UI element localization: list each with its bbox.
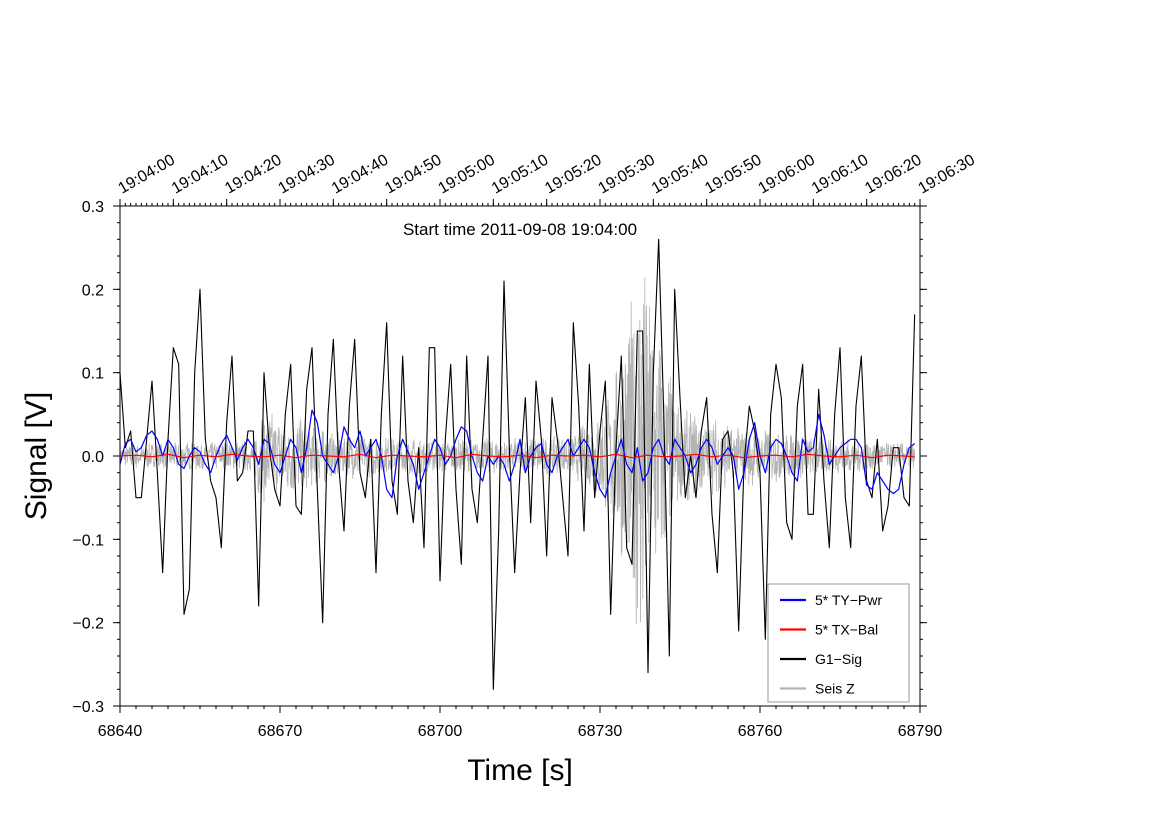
x-tick-label: 68790 bbox=[898, 723, 943, 740]
x-tick-label: 68700 bbox=[418, 723, 463, 740]
top-time-label: 19:04:50 bbox=[382, 152, 445, 198]
top-time-label: 19:06:10 bbox=[809, 152, 872, 198]
top-time-label: 19:05:30 bbox=[596, 152, 659, 198]
axis-ticks bbox=[113, 199, 927, 713]
top-time-label: 19:04:20 bbox=[222, 152, 285, 198]
top-time-label: 19:06:00 bbox=[756, 152, 819, 198]
legend: 5* TY−Pwr 5* TX−Bal G1−Sig Seis Z bbox=[767, 583, 910, 703]
series-seis-z bbox=[120, 277, 916, 624]
top-time-label: 19:04:40 bbox=[329, 152, 392, 198]
x-tick-label: 68730 bbox=[578, 723, 623, 740]
legend-label: 5* TY−Pwr bbox=[815, 592, 882, 608]
top-time-label: 19:05:00 bbox=[436, 152, 499, 198]
y-axis-label: Signal [V] bbox=[20, 392, 53, 520]
legend-label: G1−Sig bbox=[815, 651, 862, 667]
top-time-label: 19:04:30 bbox=[276, 152, 339, 198]
y-tick-label: 0.1 bbox=[82, 366, 104, 383]
y-tick-label: 0.2 bbox=[82, 282, 104, 299]
x-axis-label: Time [s] bbox=[467, 754, 573, 787]
y-tick-label: −0.3 bbox=[72, 699, 104, 716]
chart-title: Start time 2011-09-08 19:04:00 bbox=[403, 220, 637, 239]
series-line-5-tx-bal bbox=[120, 453, 915, 459]
top-time-label: 19:06:30 bbox=[916, 152, 979, 198]
top-time-label: 19:05:50 bbox=[702, 152, 765, 198]
y-tick-label: −0.2 bbox=[72, 616, 104, 633]
legend-box bbox=[767, 583, 910, 703]
y-tick-label: 0.3 bbox=[82, 199, 104, 216]
y-tick-label: 0.0 bbox=[82, 449, 104, 466]
seis-z-line bbox=[120, 277, 916, 624]
top-time-label: 19:05:20 bbox=[542, 152, 605, 198]
series-line-5-ty-pwr bbox=[120, 409, 916, 499]
top-time-label: 19:06:20 bbox=[862, 152, 925, 198]
top-time-label: 19:05:10 bbox=[489, 152, 552, 198]
legend-label: Seis Z bbox=[815, 681, 855, 697]
x-tick-label: 68670 bbox=[258, 723, 303, 740]
top-time-label: 19:05:40 bbox=[649, 152, 712, 198]
series-line-g1-sig bbox=[120, 238, 916, 690]
x-tick-label: 68640 bbox=[98, 723, 143, 740]
legend-label: 5* TX−Bal bbox=[815, 622, 878, 638]
top-time-label: 19:04:00 bbox=[116, 152, 179, 198]
y-tick-label: −0.1 bbox=[72, 532, 104, 549]
top-time-label: 19:04:10 bbox=[169, 152, 232, 198]
series-group bbox=[120, 238, 916, 690]
x-tick-label: 68760 bbox=[738, 723, 783, 740]
